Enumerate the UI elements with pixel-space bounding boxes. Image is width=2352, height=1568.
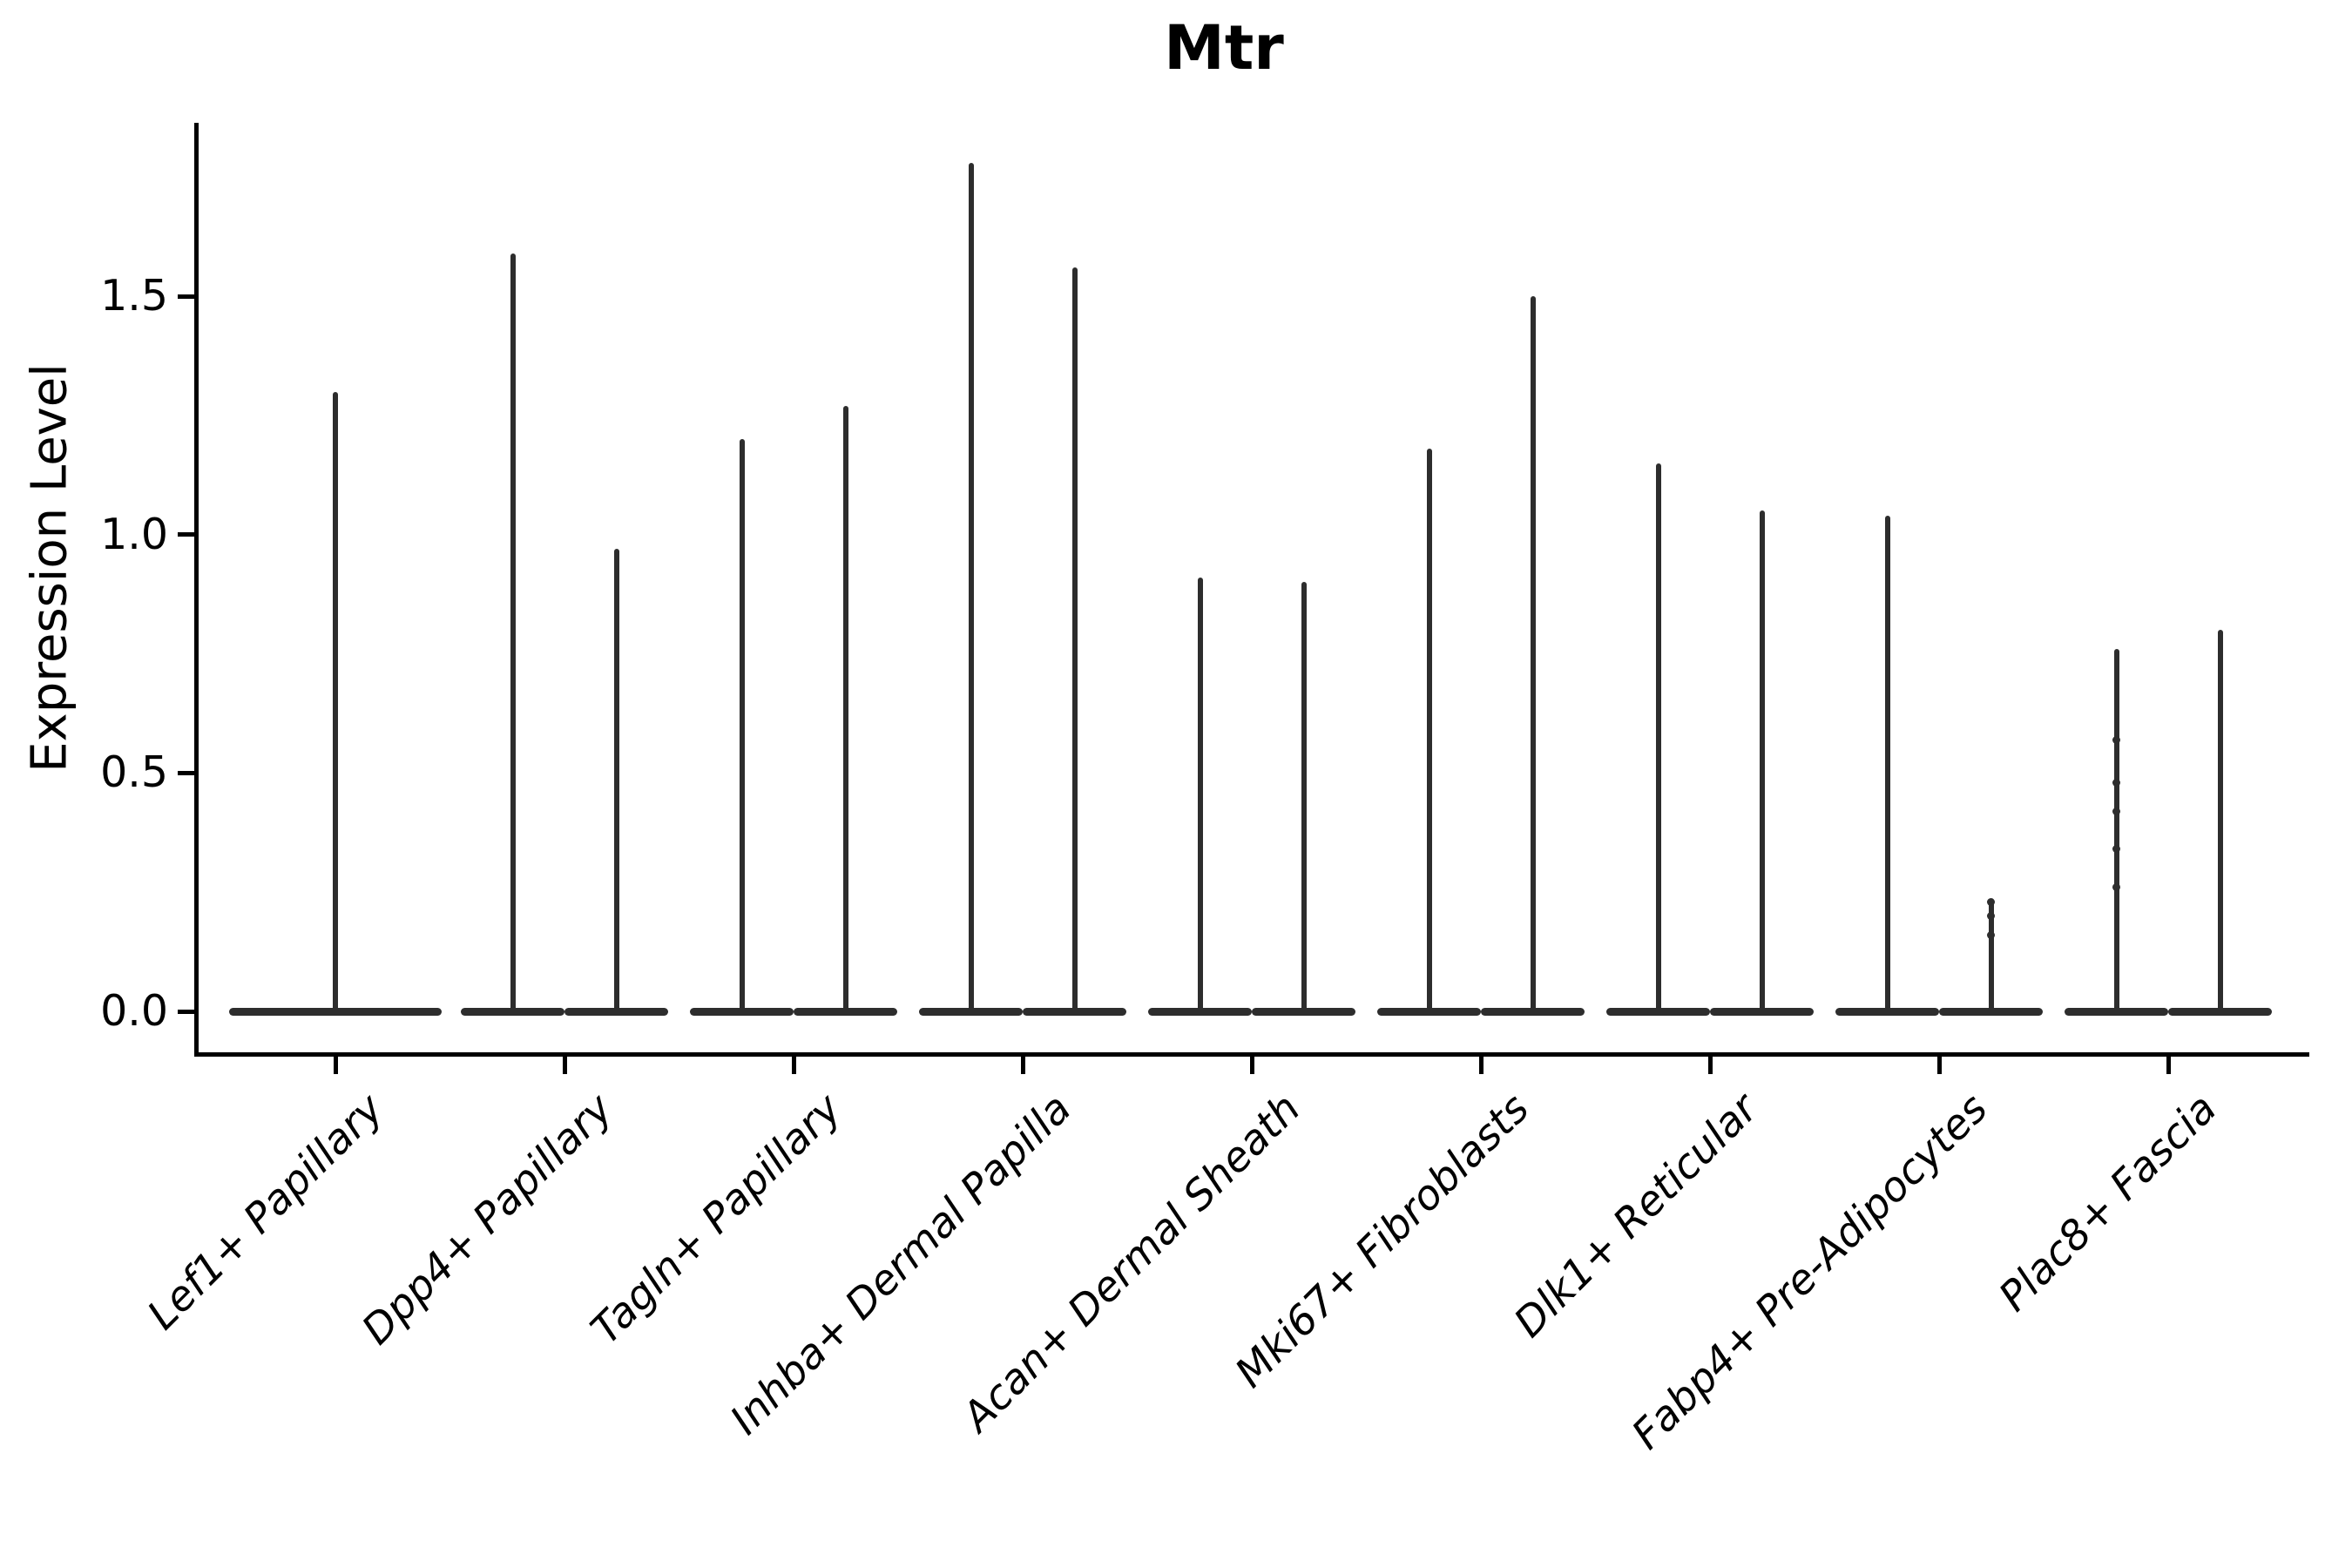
violin-spike [2113,649,2119,1011]
violin-base [1606,1007,1710,1016]
violin-base [564,1007,668,1016]
violin-spike [1197,577,1203,1011]
violin-spike [1530,296,1536,1011]
x-tick-mark [1707,1056,1713,1074]
violin-spike [842,405,848,1011]
violin-base [1481,1007,1585,1016]
violin-base [2065,1007,2168,1016]
violin-spike [613,549,619,1011]
violin-spike [2217,630,2223,1011]
y-tick-mark [178,1009,195,1014]
violin-dot [1987,930,1995,939]
violin-dot [2112,807,2120,815]
violin-spike [510,253,516,1011]
violin-dot [1987,897,1995,906]
violin-base [1710,1007,1814,1016]
violin-base [919,1007,1023,1016]
y-tick-mark [178,294,195,299]
y-axis-line [194,123,199,1057]
y-tick-mark [178,532,195,537]
violin-spike [968,162,974,1011]
y-tick-label: 1.5 [100,271,168,321]
x-tick-mark [2166,1056,2171,1074]
x-axis-label: Plac8+ Fascia [1990,1085,2227,1321]
x-tick-mark [1936,1056,1942,1074]
violin-spike [333,391,338,1011]
violin-dot [2112,778,2120,787]
violin-spike [1426,449,1432,1011]
violin-spike [1759,510,1765,1011]
violin-base [1377,1007,1481,1016]
violin-spike [1655,463,1661,1011]
x-tick-mark [1478,1056,1484,1074]
violin-base [1939,1007,2043,1016]
violin-base [1148,1007,1252,1016]
x-axis-line [194,1052,2309,1057]
x-axis-label: Dlk1+ Reticular [1505,1085,1768,1348]
y-tick-mark [178,770,195,775]
violin-base [2168,1007,2272,1016]
violin-dot [2112,845,2120,854]
violin-spike [1301,582,1307,1011]
violin-spike [1884,515,1890,1011]
violin-base [461,1007,564,1016]
x-tick-mark [791,1056,796,1074]
violin-base [1835,1007,1939,1016]
x-tick-mark [562,1056,567,1074]
violin-base [794,1007,897,1016]
violin-base [1023,1007,1126,1016]
violin-spike [1071,267,1078,1011]
violin-dot [2112,883,2120,892]
x-tick-mark [333,1056,338,1074]
violin-dot [1987,912,1995,921]
violin-base [690,1007,794,1016]
x-tick-mark [1020,1056,1025,1074]
violin-spike [739,439,745,1011]
y-tick-label: 1.0 [100,509,168,559]
y-axis-title: Expression Level [21,363,78,773]
violin-spike [1988,902,1994,1011]
y-tick-label: 0.5 [100,747,168,798]
y-tick-label: 0.0 [100,986,168,1036]
x-axis-label: Dpp4+ Papillary [352,1085,623,1355]
plot-title: Mtr [1164,12,1284,84]
violin-base [1252,1007,1355,1016]
x-axis-label: Lef1+ Papillary [139,1085,394,1340]
violin-dot [2112,735,2120,744]
x-axis-label: Tagln+ Papillary [582,1085,852,1354]
x-tick-mark [1249,1056,1254,1074]
violin-base [229,1007,442,1016]
